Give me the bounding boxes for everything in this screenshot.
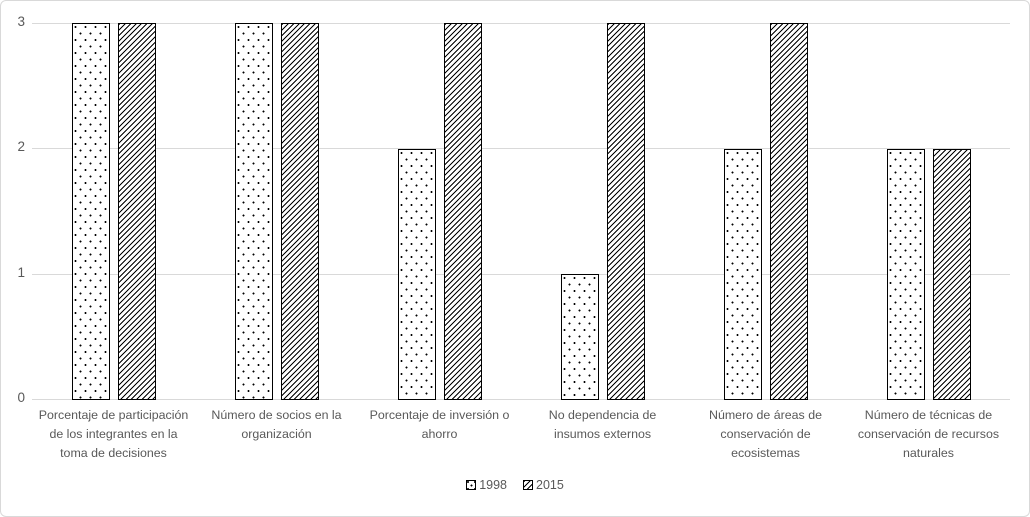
bar-2015 bbox=[280, 23, 319, 400]
legend-marker-diagonal-hatch-icon bbox=[523, 480, 533, 490]
bar-2015 bbox=[769, 23, 808, 400]
bar-2015 bbox=[932, 148, 971, 400]
bar-2015 bbox=[443, 23, 482, 400]
bar-1998 bbox=[886, 148, 925, 400]
gridline bbox=[32, 273, 1010, 275]
gridline bbox=[32, 148, 1010, 150]
category-label: No dependencia de insumos externos bbox=[548, 408, 657, 441]
bar-1998 bbox=[397, 148, 436, 400]
legend-item-2015: 2015 bbox=[523, 478, 564, 492]
bar-2015 bbox=[117, 23, 156, 400]
y-tick-label: 0 bbox=[17, 390, 25, 405]
legend-marker-dots-icon bbox=[466, 480, 477, 490]
bar-1998 bbox=[560, 274, 599, 400]
bar-2015 bbox=[606, 23, 645, 400]
category-label: Número de socios en la organización bbox=[211, 408, 342, 441]
plot-area bbox=[32, 23, 1010, 400]
category-label: Porcentaje de inversión o ahorro bbox=[369, 408, 510, 441]
bar-1998 bbox=[71, 23, 110, 400]
legend-label: 2015 bbox=[536, 478, 564, 492]
category-label: Porcentaje de participación de los integ… bbox=[38, 408, 189, 460]
bar-1998 bbox=[723, 148, 762, 400]
legend-label: 1998 bbox=[479, 478, 507, 492]
bar-1998 bbox=[234, 23, 273, 400]
legend-item-1998: 1998 bbox=[466, 478, 507, 492]
gridline bbox=[32, 399, 1010, 400]
y-tick-label: 2 bbox=[17, 139, 25, 155]
category-label: Número de técnicas de conservación de re… bbox=[857, 408, 1000, 460]
gridline bbox=[32, 23, 1010, 24]
legend: 1998 2015 bbox=[1, 478, 1029, 492]
y-tick-label: 1 bbox=[17, 264, 25, 280]
y-tick-label: 3 bbox=[17, 14, 25, 29]
category-label: Número de áreas de conservación de ecosi… bbox=[709, 408, 822, 460]
